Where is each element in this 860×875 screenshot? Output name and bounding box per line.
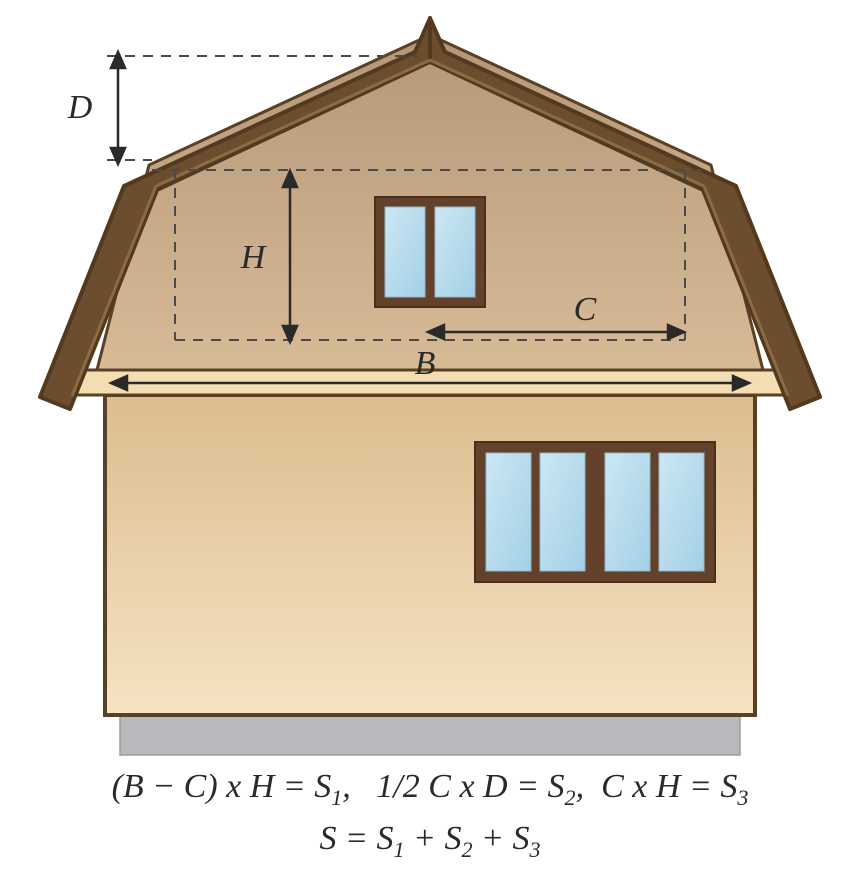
f1-h: H xyxy=(250,768,275,805)
attic-window xyxy=(375,197,485,307)
f2-s3b: 3 xyxy=(529,837,540,862)
f1-d: D xyxy=(483,768,508,805)
house-diagram: D H C B xyxy=(0,0,860,760)
ground-window xyxy=(475,442,715,582)
f2-s2b: 2 xyxy=(461,837,472,862)
label-h: H xyxy=(240,239,268,276)
label-c: C xyxy=(574,291,597,328)
f1-c3: C xyxy=(601,768,624,805)
f1-h2: H xyxy=(656,768,681,805)
f2-p1: + xyxy=(413,820,444,857)
foundation xyxy=(120,715,740,755)
f1-b: B xyxy=(123,768,144,805)
f2-s: S xyxy=(320,820,337,857)
diagram-container: D H C B (B − C) x H = S1, 1/2 C x D = S2… xyxy=(0,0,860,875)
f1-c: C xyxy=(184,768,207,805)
f2-s3a: S xyxy=(512,820,529,857)
f1-c2: C xyxy=(428,768,451,805)
f1-half: 1/2 xyxy=(376,768,428,805)
f2-p2: + xyxy=(481,820,512,857)
f2-s1a: S xyxy=(376,820,393,857)
f1-s1b: 1 xyxy=(331,785,342,810)
formula-line-2: S = S1 + S2 + S3 xyxy=(0,820,860,863)
f1-s1a: S xyxy=(314,768,331,805)
f1-minus: − xyxy=(152,768,183,805)
f2-s1b: 1 xyxy=(393,837,404,862)
f1-s2a: S xyxy=(548,768,565,805)
label-b: B xyxy=(415,345,436,382)
dim-d-arrow-bot xyxy=(111,148,125,164)
f2-s2a: S xyxy=(444,820,461,857)
f2-eq: = xyxy=(345,820,376,857)
f1-s3a: S xyxy=(720,768,737,805)
label-d: D xyxy=(67,89,93,126)
f1-s2b: 2 xyxy=(565,785,576,810)
dim-d-arrow-top xyxy=(111,52,125,68)
formula-line-1: (B − C) x H = S1, 1/2 C x D = S2, C x H … xyxy=(0,768,860,811)
f1-s3b: 3 xyxy=(737,785,748,810)
